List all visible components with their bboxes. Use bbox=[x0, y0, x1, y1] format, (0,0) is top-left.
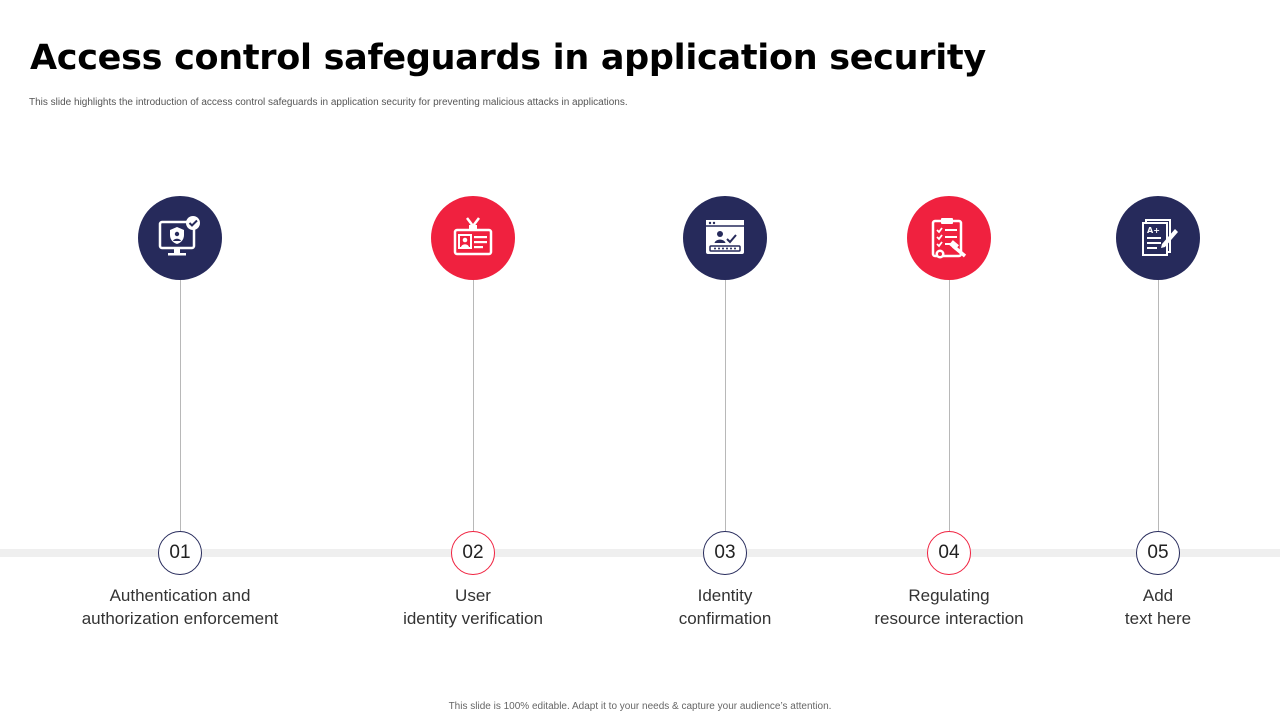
step-5-label-line2: text here bbox=[1124, 609, 1192, 628]
step-5-number: 05 bbox=[1136, 531, 1180, 575]
connector-line bbox=[724, 280, 726, 531]
step-5-label: Add text here bbox=[1038, 584, 1278, 630]
step-4-icon-circle bbox=[907, 196, 991, 280]
step-4-label: Regulating resource interaction bbox=[829, 584, 1069, 630]
connector-line bbox=[1157, 280, 1159, 531]
step-1-label: Authentication and authorization enforce… bbox=[60, 584, 300, 630]
step-4-label-line2: resource interaction bbox=[874, 609, 1024, 628]
connector-line bbox=[472, 280, 474, 531]
step-2-icon-circle bbox=[431, 196, 515, 280]
step-3-icon-circle bbox=[683, 196, 767, 280]
step-2-label: User identity verification bbox=[353, 584, 593, 630]
slide-subtitle: This slide highlights the introduction o… bbox=[29, 97, 628, 108]
step-4-number: 04 bbox=[927, 531, 971, 575]
step-2-number: 02 bbox=[451, 531, 495, 575]
id-badge-icon bbox=[453, 217, 493, 256]
step-2-label-line1: User bbox=[455, 586, 491, 605]
timeline-track bbox=[0, 549, 1280, 557]
svg-text:A+: A+ bbox=[1147, 226, 1160, 235]
connector-line bbox=[179, 280, 181, 531]
browser-login-icon bbox=[706, 220, 744, 254]
step-3-label-line2: confirmation bbox=[678, 609, 772, 628]
step-1-label-line1: Authentication and bbox=[109, 586, 251, 605]
step-1-label-line2: authorization enforcement bbox=[81, 609, 279, 628]
step-5-icon-circle: A+ bbox=[1116, 196, 1200, 280]
step-3-label: Identity confirmation bbox=[605, 584, 845, 630]
slide-title: Access control safeguards in application… bbox=[30, 38, 986, 78]
step-5-label-line1: Add bbox=[1142, 586, 1174, 605]
step-1-icon-circle bbox=[138, 196, 222, 280]
step-3-label-line1: Identity bbox=[697, 586, 753, 605]
clipboard-checklist-icon bbox=[931, 218, 967, 259]
step-4-label-line1: Regulating bbox=[908, 586, 990, 605]
step-1-number: 01 bbox=[158, 531, 202, 575]
graded-document-icon: A+ bbox=[1142, 219, 1178, 256]
slide-footer: This slide is 100% editable. Adapt it to… bbox=[448, 701, 832, 712]
connector-line bbox=[948, 280, 950, 531]
monitor-user-shield-icon bbox=[158, 216, 200, 256]
step-2-label-line2: identity verification bbox=[403, 609, 543, 628]
step-3-number: 03 bbox=[703, 531, 747, 575]
